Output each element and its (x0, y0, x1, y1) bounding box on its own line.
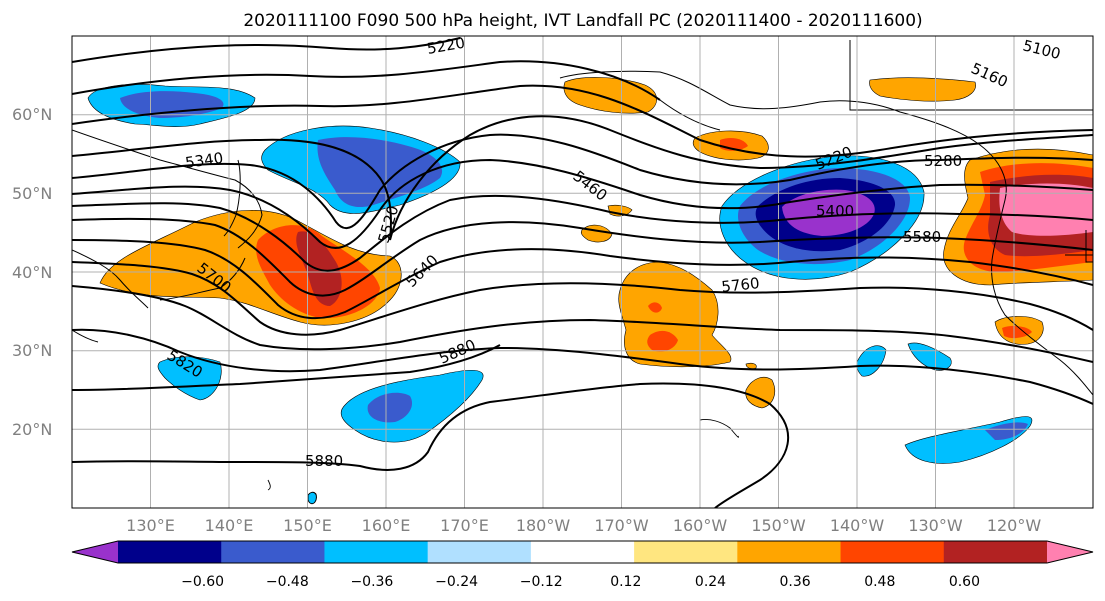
colorbar-segment (221, 541, 325, 563)
shade-positive-central-inner1 (647, 330, 678, 352)
colorbar-outline (71, 540, 1094, 564)
x-tick-label: 130°W (908, 516, 963, 535)
shade-positive-bering (563, 77, 657, 114)
colorbar-segment (118, 541, 222, 563)
colorbar-tick-label: 0.60 (949, 574, 980, 590)
x-tick-label: 120°W (987, 516, 1042, 535)
map-frame (71, 35, 1094, 509)
colorbar-segment (943, 541, 1048, 563)
colorbar-extend-high (1047, 541, 1093, 563)
height-contours (72, 37, 1093, 508)
gridlines (72, 36, 1093, 508)
chart-title: 2020111100 F090 500 hPa height, IVT Land… (243, 11, 922, 31)
colorbar-tick-labels: −0.60 −0.48 −0.36 −0.24 −0.12 0.12 0.24 … (181, 574, 980, 590)
contour-label: 5580 (903, 228, 941, 246)
shade-negative-ryukyu (157, 356, 222, 401)
colorbar-segment (840, 541, 945, 563)
colorbar-tick-label: −0.48 (266, 574, 309, 590)
shade-positive-baja-inner (1002, 325, 1032, 339)
colorbar-tick-label: −0.60 (181, 574, 224, 590)
contour-label: 5340 (184, 149, 224, 172)
contour-label: 5760 (721, 274, 761, 296)
colorbar-segment (634, 541, 738, 563)
x-tick-labels: 130°E 140°E 150°E 160°E 170°E 180°W 170°… (126, 516, 1041, 535)
y-tick-label: 60°N (12, 105, 52, 124)
colorbar-tick-label: 0.12 (610, 574, 641, 590)
shade-negative-hawaii-e2 (907, 342, 952, 371)
y-tick-label: 50°N (12, 184, 52, 203)
shade-positive-alaska-n (869, 77, 976, 102)
shade-positive-hawaii2 (745, 362, 757, 370)
x-tick-label: 140°W (830, 516, 885, 535)
colorbar-tick-label: −0.12 (520, 574, 563, 590)
x-tick-label: 170°E (440, 516, 489, 535)
x-tick-label: 160°W (673, 516, 728, 535)
y-tick-label: 40°N (12, 263, 52, 282)
x-tick-label: 140°E (205, 516, 254, 535)
colorbar-tick-label: 0.48 (864, 574, 895, 590)
shade-negative-central-inner (367, 392, 413, 423)
x-tick-label: 170°W (594, 516, 649, 535)
shade-positive-westcoast-core (999, 183, 1093, 236)
x-tick-label: 150°E (283, 516, 332, 535)
colorbar-segment (530, 541, 635, 563)
shade-negative-alaska-core (782, 189, 875, 236)
contour-label: 5220 (426, 34, 467, 58)
x-tick-label: 150°W (751, 516, 806, 535)
x-tick-label: 160°E (362, 516, 411, 535)
colorbar-segment (324, 541, 429, 563)
shade-positive-central (618, 261, 732, 368)
shade-positive-central-inner2 (648, 302, 662, 313)
shade-negative-south-inner (985, 422, 1028, 440)
shade-negative-central (340, 370, 484, 443)
colorbar-extend-low (72, 541, 118, 563)
x-tick-label: 130°E (126, 516, 175, 535)
map-area: 5220 5100 5160 5340 5460 5520 5640 5700 … (72, 34, 1093, 508)
colorbar-tick-label: 0.36 (780, 574, 811, 590)
colorbar-segment (427, 541, 532, 563)
shade-negative-nwpac-inner (317, 137, 443, 208)
colorbar-tick-label: −0.36 (350, 574, 393, 590)
shade-negative-okhotsk-inner (120, 91, 224, 118)
colorbar (71, 540, 1094, 564)
colorbar-tick-label: 0.24 (695, 574, 726, 590)
y-tick-labels: 20°N 30°N 40°N 50°N 60°N (12, 105, 52, 439)
contour-label: 5280 (924, 152, 962, 170)
colorbar-tick-label: −0.24 (435, 574, 478, 590)
y-tick-label: 20°N (12, 420, 52, 439)
shade-positive-hawaii (745, 377, 775, 409)
contour-label: 5400 (816, 202, 854, 220)
x-tick-label: 180°W (516, 516, 571, 535)
contour-label: 5880 (305, 452, 343, 470)
y-tick-label: 30°N (12, 341, 52, 360)
colorbar-segment (737, 541, 842, 563)
